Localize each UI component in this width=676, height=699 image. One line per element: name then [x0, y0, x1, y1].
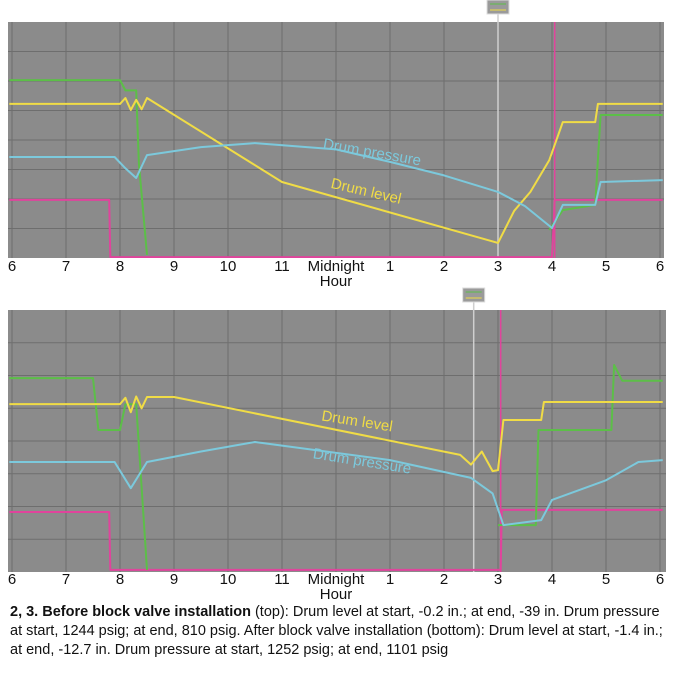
x-tick-label: 8 — [116, 571, 124, 588]
series-line — [9, 508, 663, 571]
x-tick-label: 5 — [602, 258, 610, 275]
x-tick-label: 11 — [274, 258, 290, 275]
x-tick-label: 4 — [548, 571, 556, 588]
caption-bold: 2, 3. Before block valve installation — [10, 604, 251, 620]
series-line — [9, 441, 663, 527]
x-tick-label: 4 — [548, 258, 556, 275]
x-tick-label: 7 — [62, 571, 70, 588]
caption: 2, 3. Before block valve installation (t… — [10, 603, 670, 660]
x-tick-label: Midnight — [308, 571, 366, 588]
cursor-box — [462, 287, 486, 303]
x-tick-label: 6 — [656, 571, 664, 588]
x-tick-label: 10 — [220, 571, 237, 588]
x-tick-label: 7 — [62, 258, 70, 275]
x-tick-label: 9 — [170, 258, 178, 275]
x-tick-label: 6 — [8, 571, 16, 588]
x-tick-label: 5 — [602, 571, 610, 588]
x-tick-label: 8 — [116, 258, 124, 275]
x-tick-label: 10 — [220, 258, 237, 275]
series-line — [9, 198, 663, 258]
series-line — [9, 364, 663, 570]
x-tick-label: 2 — [440, 258, 448, 275]
series-line — [9, 395, 663, 473]
series-line — [9, 97, 663, 244]
x-axis-label: Hour — [320, 586, 353, 600]
x-tick-label: Midnight — [308, 258, 366, 275]
x-axis-label: Hour — [320, 273, 353, 290]
series-line — [9, 142, 663, 229]
x-tick-label: 1 — [386, 258, 394, 275]
x-tick-label: 2 — [440, 571, 448, 588]
x-tick-label: 3 — [494, 571, 502, 588]
cursor-box — [486, 0, 510, 15]
x-tick-label: 9 — [170, 571, 178, 588]
x-tick-label: 6 — [656, 258, 664, 275]
x-tick-label: 11 — [274, 571, 290, 588]
caption-text: (top): Drum level at start, -0.2 in.; at… — [10, 604, 663, 658]
x-tick-label: 6 — [8, 258, 16, 275]
x-tick-label: 1 — [386, 571, 394, 588]
x-tick-label: 3 — [494, 258, 502, 275]
